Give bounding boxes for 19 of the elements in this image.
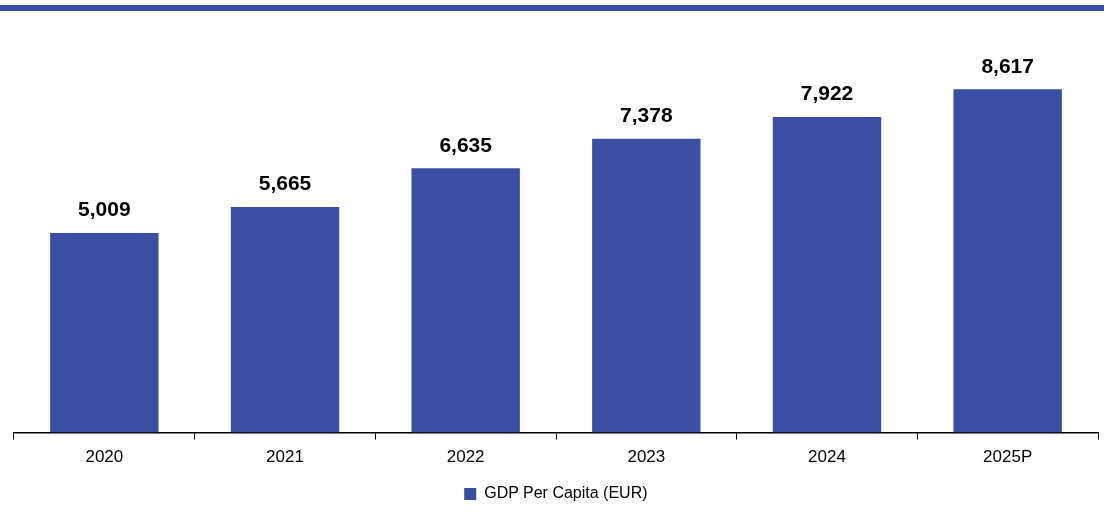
data-label: 5,009: [78, 197, 131, 221]
bar: [953, 89, 1062, 433]
data-label: 8,617: [981, 53, 1034, 77]
data-label: 6,635: [439, 132, 493, 156]
x-tick-label: 2025P: [983, 447, 1033, 467]
x-tick-label: 2024: [808, 447, 846, 467]
bar: [411, 168, 520, 433]
legend-label: GDP Per Capita (EUR): [484, 484, 648, 502]
bar: [50, 233, 159, 433]
x-tick-label: 2023: [627, 447, 666, 467]
data-label: 7,922: [800, 81, 854, 105]
x-tick-label: 2022: [446, 447, 485, 467]
bar: [772, 116, 882, 433]
bar: [230, 206, 340, 433]
data-label: 7,378: [620, 102, 673, 126]
bar: [592, 138, 701, 433]
x-tick-label: 2020: [85, 447, 124, 467]
data-label: 5,665: [258, 171, 312, 195]
x-tick-label: 2021: [266, 447, 304, 467]
